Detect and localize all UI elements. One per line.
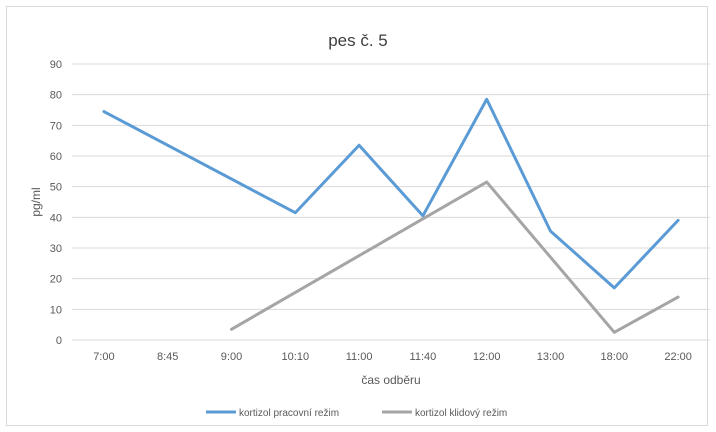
x-tick-label: 9:00 xyxy=(221,351,242,363)
series-line-1 xyxy=(102,97,680,290)
x-tick-labels: 7:00 8:45 9:00 10:10 11:00 11:40 12:00 13:00 18:… xyxy=(93,351,692,363)
y-tick-label: 50 xyxy=(50,182,62,194)
gridlines xyxy=(72,63,710,341)
y-axis-title: pg/ml xyxy=(29,187,43,216)
y-tick-label: 30 xyxy=(50,243,62,255)
x-tick-label: 12:00 xyxy=(473,351,501,363)
x-tick-label: 8:45 xyxy=(157,351,178,363)
x-tick-label: 11:00 xyxy=(346,351,373,363)
chart-frame xyxy=(6,6,708,426)
y-tick-label: 10 xyxy=(50,304,62,316)
y-tick-label: 20 xyxy=(50,274,62,286)
y-tick-label: 60 xyxy=(50,151,62,163)
y-tick-label: 70 xyxy=(50,120,62,132)
x-tick-label: 22:00 xyxy=(664,351,692,363)
y-tick-label: 0 xyxy=(56,335,62,347)
x-tick-label: 11:40 xyxy=(410,351,437,363)
series-line-2 xyxy=(230,180,680,334)
x-tick-label: 10:10 xyxy=(282,351,310,363)
x-tick-label: 13:00 xyxy=(537,351,565,363)
series-lines xyxy=(102,97,680,334)
y-tick-labels: 0 10 20 30 40 50 60 70 80 90 xyxy=(50,59,62,347)
chart-title: pes č. 5 xyxy=(328,31,388,50)
legend-entry: kortizol pracovní režim xyxy=(239,408,339,419)
y-tick-label: 90 xyxy=(50,59,62,71)
y-tick-label: 40 xyxy=(50,212,62,224)
x-axis-title: čas odběru xyxy=(361,373,420,387)
x-tick-label: 18:00 xyxy=(601,351,629,363)
legend-entry: kortizol klidový režim xyxy=(415,408,507,419)
y-tick-label: 80 xyxy=(50,90,62,102)
x-tick-label: 7:00 xyxy=(93,351,114,363)
legend: kortizol pracovní režim kortizol klidový … xyxy=(206,408,507,419)
